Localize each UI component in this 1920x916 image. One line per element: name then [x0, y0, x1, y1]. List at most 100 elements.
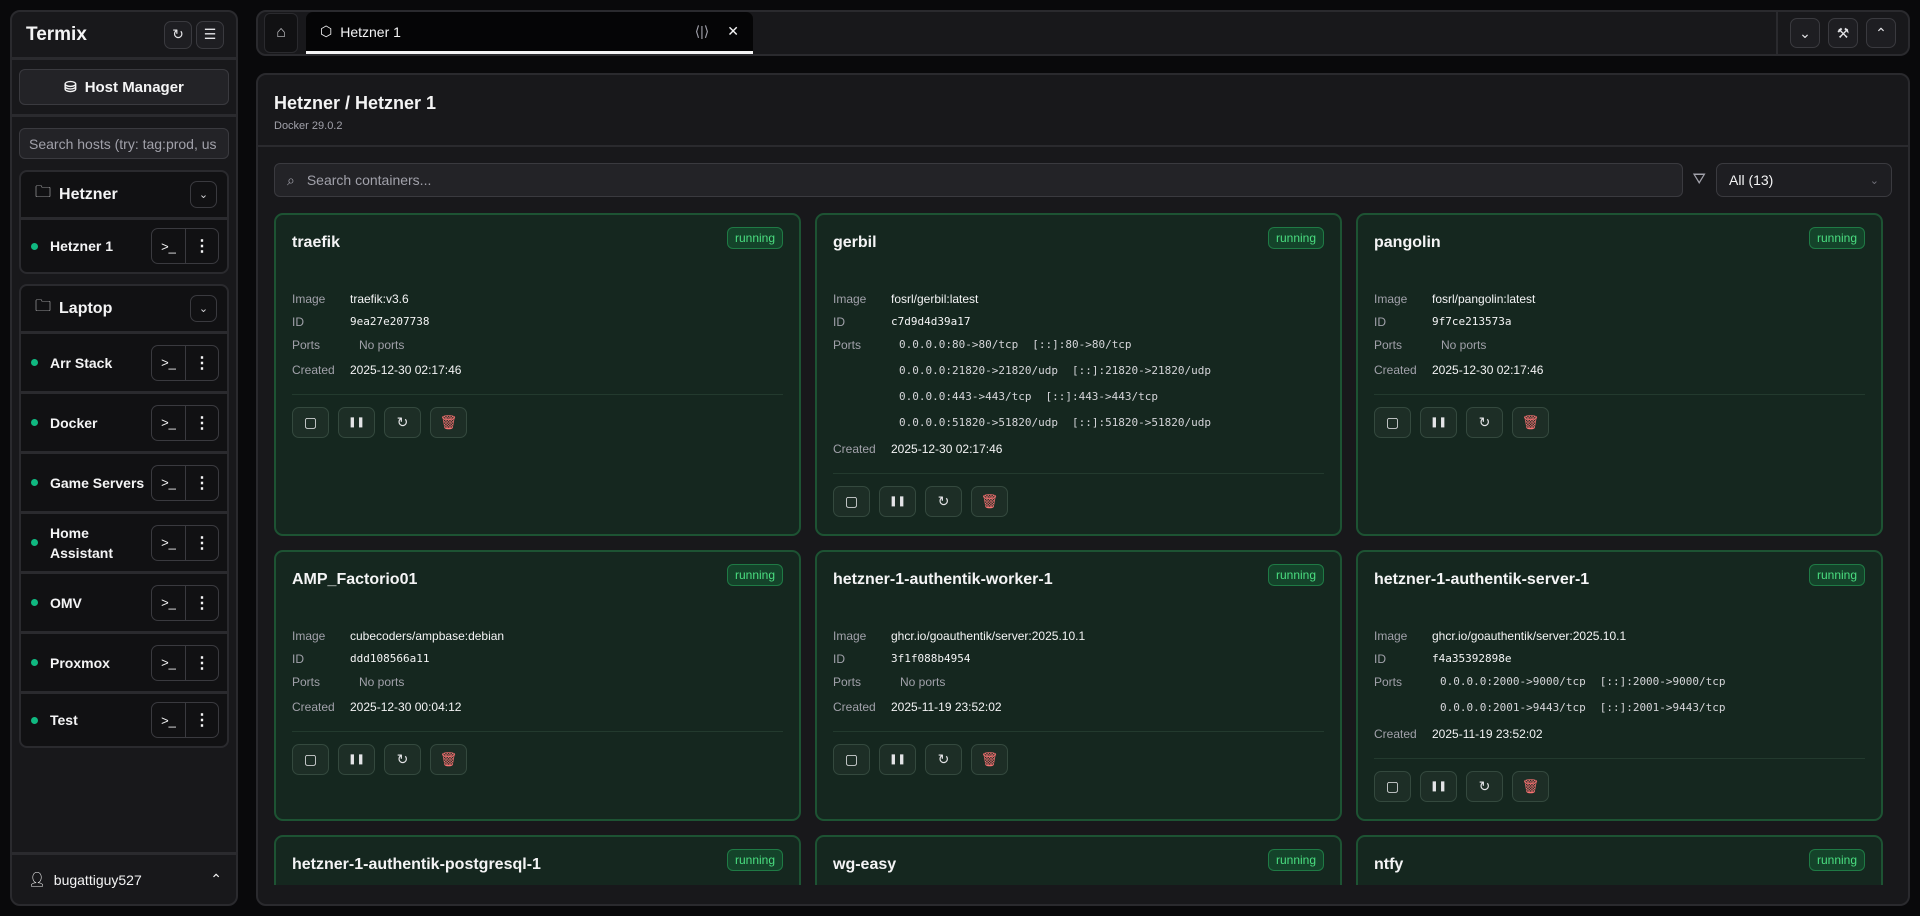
status-badge: running [1267, 227, 1324, 249]
pause-button[interactable]: ❚❚ [1420, 407, 1457, 438]
status-filter-select[interactable]: All (13) ⌄ [1716, 163, 1892, 197]
ports-list: No ports [350, 338, 404, 352]
container-details: Image ghcr.io/goauthentik/server:2025.10.… [1374, 629, 1865, 750]
restart-button[interactable]: ↻ [384, 407, 421, 438]
status-dot [31, 479, 38, 486]
terminal-icon[interactable]: >_ [161, 355, 176, 370]
terminal-icon[interactable]: >_ [161, 415, 176, 430]
pause-button[interactable]: ❚❚ [879, 744, 916, 775]
host-search-input[interactable]: Search hosts (try: tag:prod, us [19, 128, 229, 159]
port: 0.0.0.0:51820->51820/udp [899, 416, 1058, 429]
container-card: pangolin running Image fosrl/pangolin:lates… [1356, 213, 1883, 536]
group-header[interactable]: 🗀 Hetzner ⌄ [21, 172, 227, 220]
pause-button[interactable]: ❚❚ [879, 486, 916, 517]
terminal-icon[interactable]: >_ [161, 655, 176, 670]
ports-list: 0.0.0.0:80->80/tcp [::]:80->80/tcp 0.0.0.0… [891, 338, 1211, 442]
chevron-down-icon[interactable]: ⌄ [190, 181, 217, 208]
detail-value: c7d9d4d39a17 [891, 315, 971, 328]
group-header[interactable]: 🗀 Laptop ⌄ [21, 286, 227, 334]
host-manager-button[interactable]: ⛁ Host Manager [19, 69, 229, 105]
pause-button[interactable]: ❚❚ [1420, 771, 1457, 802]
no-ports: No ports [359, 675, 405, 689]
restart-button[interactable]: ↻ [1466, 407, 1503, 438]
stop-button[interactable]: ▢ [1374, 407, 1411, 438]
split-icon[interactable]: ⟨|⟩ [694, 23, 710, 39]
detail-label: ID [1374, 652, 1386, 666]
container-search-input[interactable]: ⌕ Search containers... [274, 163, 1683, 197]
restart-button[interactable]: ↻ [1466, 771, 1503, 802]
status-dot [31, 359, 38, 366]
terminal-icon[interactable]: >_ [161, 535, 176, 550]
host-item[interactable]: Home Assistant >_ ⋮ [21, 514, 227, 574]
restart-button[interactable]: ↻ [925, 744, 962, 775]
more-vertical-icon[interactable]: ⋮ [185, 345, 218, 380]
port: 0.0.0.0:443->443/tcp [899, 390, 1032, 403]
more-vertical-icon[interactable]: ⋮ [185, 585, 218, 620]
stop-button[interactable]: ▢ [833, 486, 870, 517]
refresh-icon[interactable]: ↻ [164, 20, 192, 49]
detail-label: Created [833, 700, 876, 714]
restart-button[interactable]: ↻ [925, 486, 962, 517]
container-details: Image fosrl/pangolin:latest ID 9f7ce213573a… [1374, 292, 1865, 386]
host-name: Proxmox [50, 654, 110, 671]
chevron-down-icon[interactable]: ⌄ [1790, 18, 1820, 48]
home-tab[interactable]: ⌂ [264, 13, 298, 53]
no-ports: No ports [1441, 338, 1487, 352]
host-item[interactable]: Test >_ ⋮ [21, 694, 227, 746]
menu-icon[interactable]: ☰ [196, 20, 224, 49]
host-item[interactable]: OMV >_ ⋮ [21, 574, 227, 634]
more-vertical-icon[interactable]: ⋮ [185, 405, 218, 440]
delete-button[interactable]: 🗑︎ [1512, 771, 1549, 802]
hammer-icon[interactable]: ⚒ [1828, 18, 1858, 48]
chevron-down-icon: ⌄ [1869, 174, 1879, 187]
host-item[interactable]: Proxmox >_ ⋮ [21, 634, 227, 694]
detail-row: ID 9f7ce213573a [1374, 315, 1865, 338]
container-name: AMP_Factorio01 [292, 571, 418, 588]
container-name: wg-easy [833, 856, 897, 873]
delete-button[interactable]: 🗑︎ [1512, 407, 1549, 438]
tab-hetzner-1[interactable]: ⬡ Hetzner 1 ⟨|⟩ ✕ [306, 12, 753, 54]
chevron-up-icon[interactable]: ⌃ [1866, 18, 1896, 48]
terminal-icon[interactable]: >_ [161, 712, 176, 728]
tab-label: Hetzner 1 [340, 23, 401, 40]
host-item[interactable]: Hetzner 1 >_ ⋮ [21, 220, 227, 272]
more-vertical-icon[interactable]: ⋮ [185, 703, 218, 737]
pause-button[interactable]: ❚❚ [338, 744, 375, 775]
host-name: Home Assistant [50, 524, 114, 561]
delete-button[interactable]: 🗑︎ [430, 407, 467, 438]
terminal-icon[interactable]: >_ [161, 595, 176, 610]
more-vertical-icon[interactable]: ⋮ [185, 645, 218, 680]
more-vertical-icon[interactable]: ⋮ [185, 525, 218, 560]
stop-button[interactable]: ▢ [1374, 771, 1411, 802]
host-item[interactable]: Arr Stack >_ ⋮ [21, 334, 227, 394]
restart-button[interactable]: ↻ [384, 744, 421, 775]
more-vertical-icon[interactable]: ⋮ [185, 465, 218, 500]
status-dot [31, 659, 38, 666]
delete-button[interactable]: 🗑︎ [430, 744, 467, 775]
stop-button[interactable]: ▢ [833, 744, 870, 775]
more-vertical-icon[interactable]: ⋮ [185, 229, 218, 263]
stop-button[interactable]: ▢ [292, 407, 329, 438]
detail-label: Image [833, 292, 867, 306]
host-item[interactable]: Docker >_ ⋮ [21, 394, 227, 454]
container-actions: ▢ ❚❚ ↻ 🗑︎ [292, 394, 783, 438]
no-ports: No ports [359, 338, 405, 352]
chevron-up-icon[interactable]: ⌃ [210, 871, 222, 887]
tab-bar: ⌂ ⬡ Hetzner 1 ⟨|⟩ ✕ ⌄ ⚒ ⌃ [256, 10, 1910, 56]
stop-button[interactable]: ▢ [292, 744, 329, 775]
user-menu[interactable]: 👤︎ bugattiguy527 ⌃ [12, 852, 236, 904]
pause-button[interactable]: ❚❚ [338, 407, 375, 438]
host-actions: >_ ⋮ [151, 702, 219, 738]
host-item[interactable]: Game Servers >_ ⋮ [21, 454, 227, 514]
ports-list: 0.0.0.0:2000->9000/tcp [::]:2000->9000/tc… [1432, 675, 1726, 727]
delete-button[interactable]: 🗑︎ [971, 486, 1008, 517]
terminal-icon[interactable]: >_ [161, 238, 176, 254]
chevron-down-icon[interactable]: ⌄ [190, 295, 217, 322]
delete-button[interactable]: 🗑︎ [971, 744, 1008, 775]
close-icon[interactable]: ✕ [727, 23, 739, 39]
port: [::]:80->80/tcp [1032, 338, 1132, 351]
container-actions: ▢ ❚❚ ↻ 🗑︎ [833, 731, 1324, 775]
detail-value: f4a35392898e [1432, 652, 1512, 665]
terminal-icon[interactable]: >_ [161, 475, 176, 490]
detail-row: Created 2025-12-30 00:04:12 [292, 700, 783, 723]
